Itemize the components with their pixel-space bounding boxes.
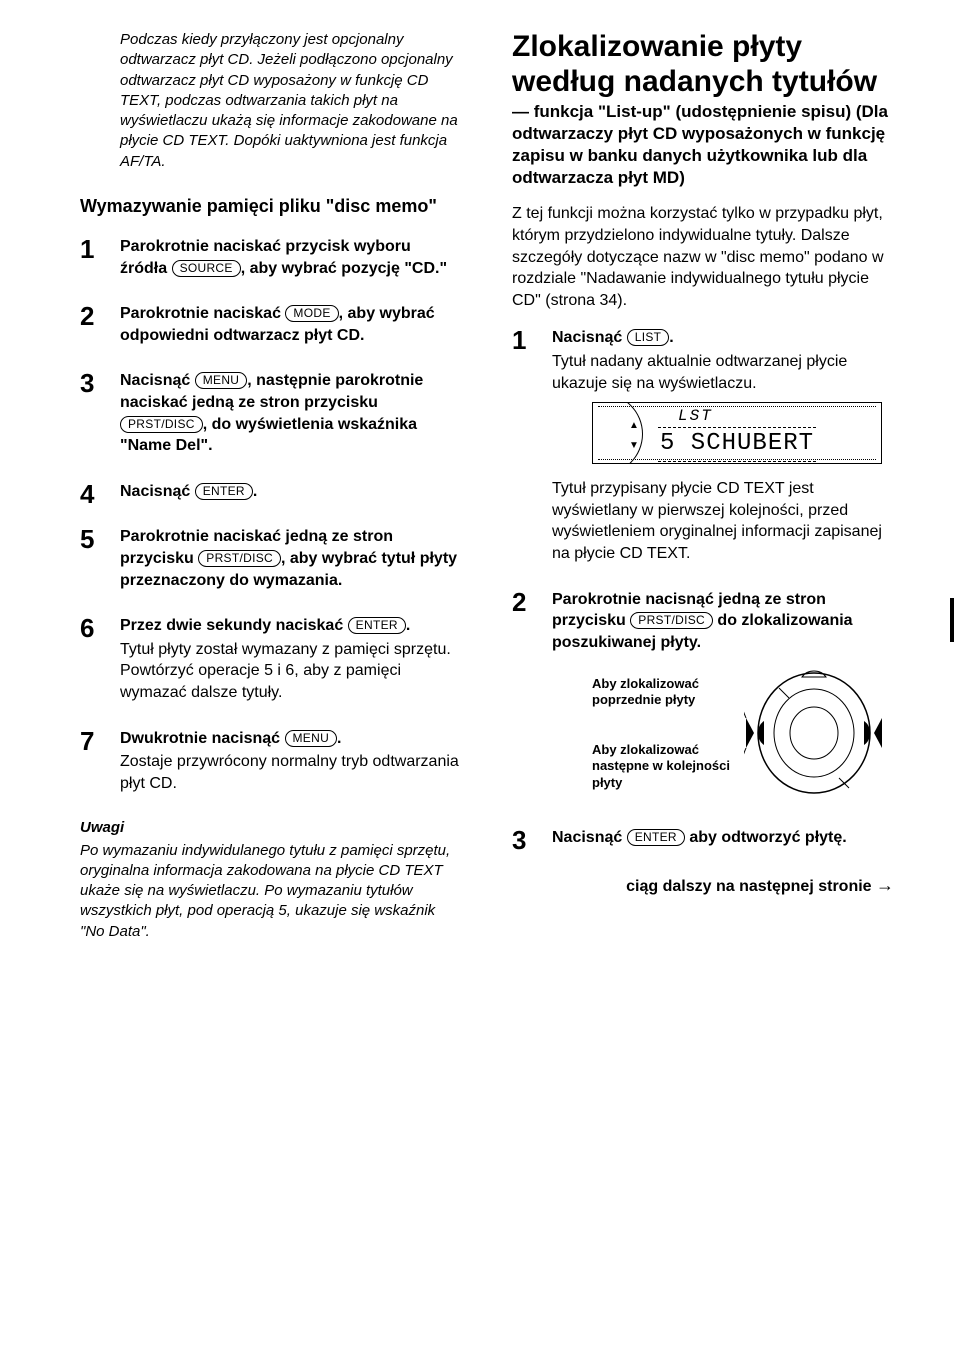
step-item: Parokrotnie naciskać przycisk wyboru źró… [80,236,462,279]
step-head: Nacisnąć LIST. [552,327,894,349]
steps-list: Parokrotnie naciskać przycisk wyboru źró… [80,236,462,794]
step-head: Przez dwie sekundy naciskać ENTER. [120,615,462,637]
continued-note: ciąg dalszy na następnej stronie → [512,873,894,898]
step-head: Nacisnąć ENTER aby odtworzyć płytę. [552,827,894,849]
step-1: Nacisnąć LIST. Tytuł nadany aktualnie od… [512,327,894,564]
right-steps: Nacisnąć LIST. Tytuł nadany aktualnie od… [512,327,894,849]
lcd-line2: 5 SCHUBERT [658,427,816,461]
enter-button-label: ENTER [627,829,685,846]
mode-button-label: MODE [285,305,338,322]
prst-disc-button-label: PRST/DISC [120,416,203,433]
step-item: Dwukrotnie nacisnąć MENU.Zostaje przywró… [80,728,462,795]
page-edge-tab [950,598,954,642]
text: Nacisnąć [552,329,627,346]
step-head: Nacisnąć MENU, następnie parokrotnie nac… [120,370,462,456]
step-item: Nacisnąć ENTER. [80,481,462,503]
section-heading: Wymazywanie pamięci pliku "disc memo" [80,194,462,218]
intro-paragraph: Z tej funkcji można korzystać tylko w pr… [512,203,894,311]
lcd-illustration: ▲ ▼ LST 5 SCHUBERT [592,402,894,464]
step-item: Parokrotnie naciskać jedną ze stron przy… [80,526,462,591]
subtitle: — funkcja "List-up" (udostępnienie spisu… [512,101,894,189]
enter-button-label: ENTER [348,617,406,634]
text: aby odtworzyć płytę. [685,829,847,846]
notes-heading: Uwagi [80,818,462,838]
knob-illustration: Aby zlokalizować poprzednie płyty Aby zl… [592,663,894,803]
knob-labels: Aby zlokalizować poprzednie płyty Aby zl… [592,676,732,791]
intro-note: Podczas kiedy przyłączony jest opcjonaln… [120,30,462,172]
lcd-line1: LST [678,406,713,428]
prst/disc-button-label: PRST/DISC [198,550,281,567]
arrow-right-icon: → [876,875,894,895]
step-3: Nacisnąć ENTER aby odtworzyć płytę. [512,827,894,849]
source-button-label: SOURCE [172,260,241,277]
step-head: Parokrotnie naciskać przycisk wyboru źró… [120,236,462,279]
step-item: Parokrotnie naciskać MODE, aby wybrać od… [80,303,462,346]
step-head: Parokrotnie nacisnąć jedną ze stron przy… [552,589,894,654]
notes-body: Po wymazaniu indywidulanego tytułu z pam… [80,841,462,942]
enter-button-label: ENTER [195,483,253,500]
knob-label-prev: Aby zlokalizować poprzednie płyty [592,676,732,709]
step-head: Dwukrotnie nacisnąć MENU. [120,728,462,750]
step-item: Przez dwie sekundy naciskać ENTER.Tytuł … [80,615,462,703]
prst-disc-button-label: PRST/DISC [630,612,713,629]
text: Nacisnąć [552,829,627,846]
text: ciąg dalszy na następnej stronie [626,878,876,895]
step-head: Nacisnąć ENTER. [120,481,462,503]
page-title: Zlokalizowanie płyty według nadanych tyt… [512,30,894,99]
list-button-label: LIST [627,329,670,346]
step-item: Nacisnąć MENU, następnie parokrotnie nac… [80,370,462,456]
step-body: Tytuł płyty został wymazany z pamięci sp… [120,639,462,704]
step-body: Zostaje przywrócony normalny tryb odtwar… [120,751,462,794]
step-body: Tytuł nadany aktualnie odtwarzanej płyci… [552,351,894,394]
step-head: Parokrotnie naciskać jedną ze stron przy… [120,526,462,591]
after-lcd-text: Tytuł przypisany płycie CD TEXT jest wyś… [552,478,894,564]
down-arrow-icon: ▼ [629,439,639,453]
knob-icon [744,663,884,803]
knob-label-next: Aby zlokalizować następne w kolejności p… [592,742,732,791]
up-arrow-icon: ▲ [629,419,639,433]
menu-button-label: MENU [285,730,338,747]
step-2: Parokrotnie nacisnąć jedną ze stron przy… [512,589,894,804]
step-head: Parokrotnie naciskać MODE, aby wybrać od… [120,303,462,346]
menu-button-label: MENU [195,372,248,389]
text: . [669,329,673,346]
